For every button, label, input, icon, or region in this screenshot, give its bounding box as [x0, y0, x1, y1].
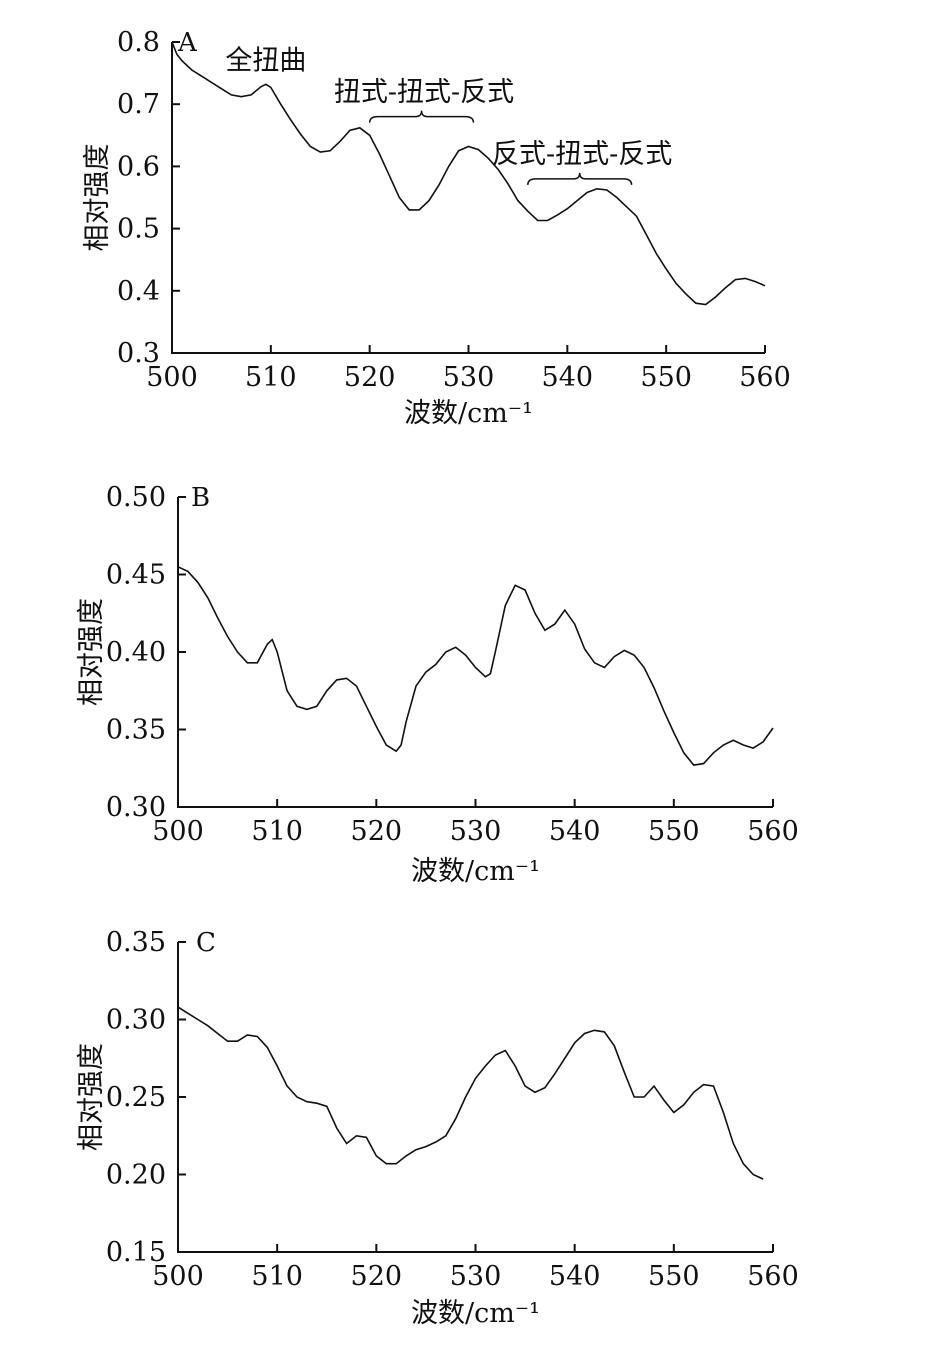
- chart-b-xtick-label: 560: [747, 816, 799, 847]
- chart-b-ytick-label: 0.30: [106, 792, 166, 823]
- chart-b-xtick-label: 530: [450, 816, 502, 847]
- chart-c-ytick-label: 0.25: [106, 1082, 166, 1113]
- chart-c-ytick-label: 0.15: [106, 1237, 166, 1268]
- chart-a-xtick-label: 510: [245, 362, 297, 393]
- chart-b-x-axis-title: 波数/cm⁻¹: [411, 856, 540, 887]
- chart-b-ytick-label: 0.35: [106, 715, 166, 746]
- chart-a-x-axis-title: 波数/cm⁻¹: [404, 398, 533, 429]
- chart-a-xtick-label: 520: [344, 362, 396, 393]
- chart-a-ytick-label: 0.5: [117, 214, 160, 245]
- chart-b-xtick-label: 540: [549, 816, 601, 847]
- chart-a: 500 510 520 530 540 550 560 0.3 0.4 0.5 0.6 0.7 0.8 A…: [82, 27, 791, 429]
- chart-a-xtick-label: 530: [443, 362, 495, 393]
- chart-a-y-axis-title: 相对强度: [82, 144, 113, 252]
- chart-a-ytick-label: 0.8: [117, 27, 160, 58]
- chart-a-annotation: 全扭曲: [225, 46, 306, 77]
- chart-b-xtick-label: 510: [251, 816, 303, 847]
- chart-a-ytick-label: 0.4: [117, 276, 160, 307]
- chart-c-xtick-label: 510: [251, 1261, 303, 1292]
- chart-b-y-axis-title: 相对强度: [76, 598, 107, 706]
- chart-b-panel-letter: B: [191, 483, 210, 513]
- chart-c-xtick-label: 520: [351, 1261, 403, 1292]
- chart-c-y-axis-title: 相对强度: [76, 1043, 107, 1151]
- chart-a-xtick-label: 500: [146, 362, 198, 393]
- chart-a-ytick-label: 0.6: [117, 151, 160, 182]
- chart-b-ytick-label: 0.50: [106, 482, 166, 513]
- chart-b-ytick-label: 0.40: [106, 637, 166, 668]
- chart-b-ytick-label: 0.45: [106, 560, 166, 591]
- chart-c: 500 510 520 530 540 550 560 0.15 0.20 0.25 0.30 0.3…: [76, 927, 799, 1329]
- chart-a-panel-letter: A: [177, 28, 198, 58]
- chart-b: 500 510 520 530 540 550 560 0.30 0.35 0.40 0.45 0.5…: [76, 482, 799, 887]
- chart-a-series-line: [171, 41, 766, 306]
- chart-c-panel-letter: C: [196, 928, 216, 958]
- chart-b-axes: [177, 497, 773, 808]
- chart-c-xtick-label: 560: [747, 1261, 799, 1292]
- chart-b-xtick-label: 520: [351, 816, 403, 847]
- chart-a-annotation-brace: [527, 172, 633, 185]
- chart-c-ytick-label: 0.30: [106, 1005, 166, 1036]
- chart-c-xtick-label: 540: [549, 1261, 601, 1292]
- chart-c-axes: [177, 942, 773, 1253]
- chart-c-series-line: [177, 1006, 764, 1180]
- chart-a-ytick-label: 0.7: [117, 89, 160, 120]
- chart-b-xtick-label: 500: [152, 816, 204, 847]
- chart-a-xtick-label: 540: [542, 362, 594, 393]
- chart-c-xtick-label: 530: [450, 1261, 502, 1292]
- chart-a-ytick-label: 0.3: [117, 338, 160, 369]
- chart-a-annotation-brace: [368, 110, 475, 123]
- chart-c-ytick-label: 0.20: [106, 1160, 166, 1191]
- chart-a-annotation: 反式-扭式-反式: [492, 139, 672, 170]
- chart-a-annotation: 扭式-扭式-反式: [334, 77, 514, 108]
- chart-a-xtick-label: 550: [640, 362, 692, 393]
- chart-b-series-line: [177, 566, 774, 766]
- chart-c-xtick-label: 500: [152, 1261, 204, 1292]
- chart-c-x-axis-title: 波数/cm⁻¹: [411, 1298, 540, 1329]
- chart-b-xtick-label: 550: [648, 816, 700, 847]
- chart-a-xtick-label: 560: [739, 362, 791, 393]
- chart-c-xtick-label: 550: [648, 1261, 700, 1292]
- chart-c-ytick-label: 0.35: [106, 927, 166, 958]
